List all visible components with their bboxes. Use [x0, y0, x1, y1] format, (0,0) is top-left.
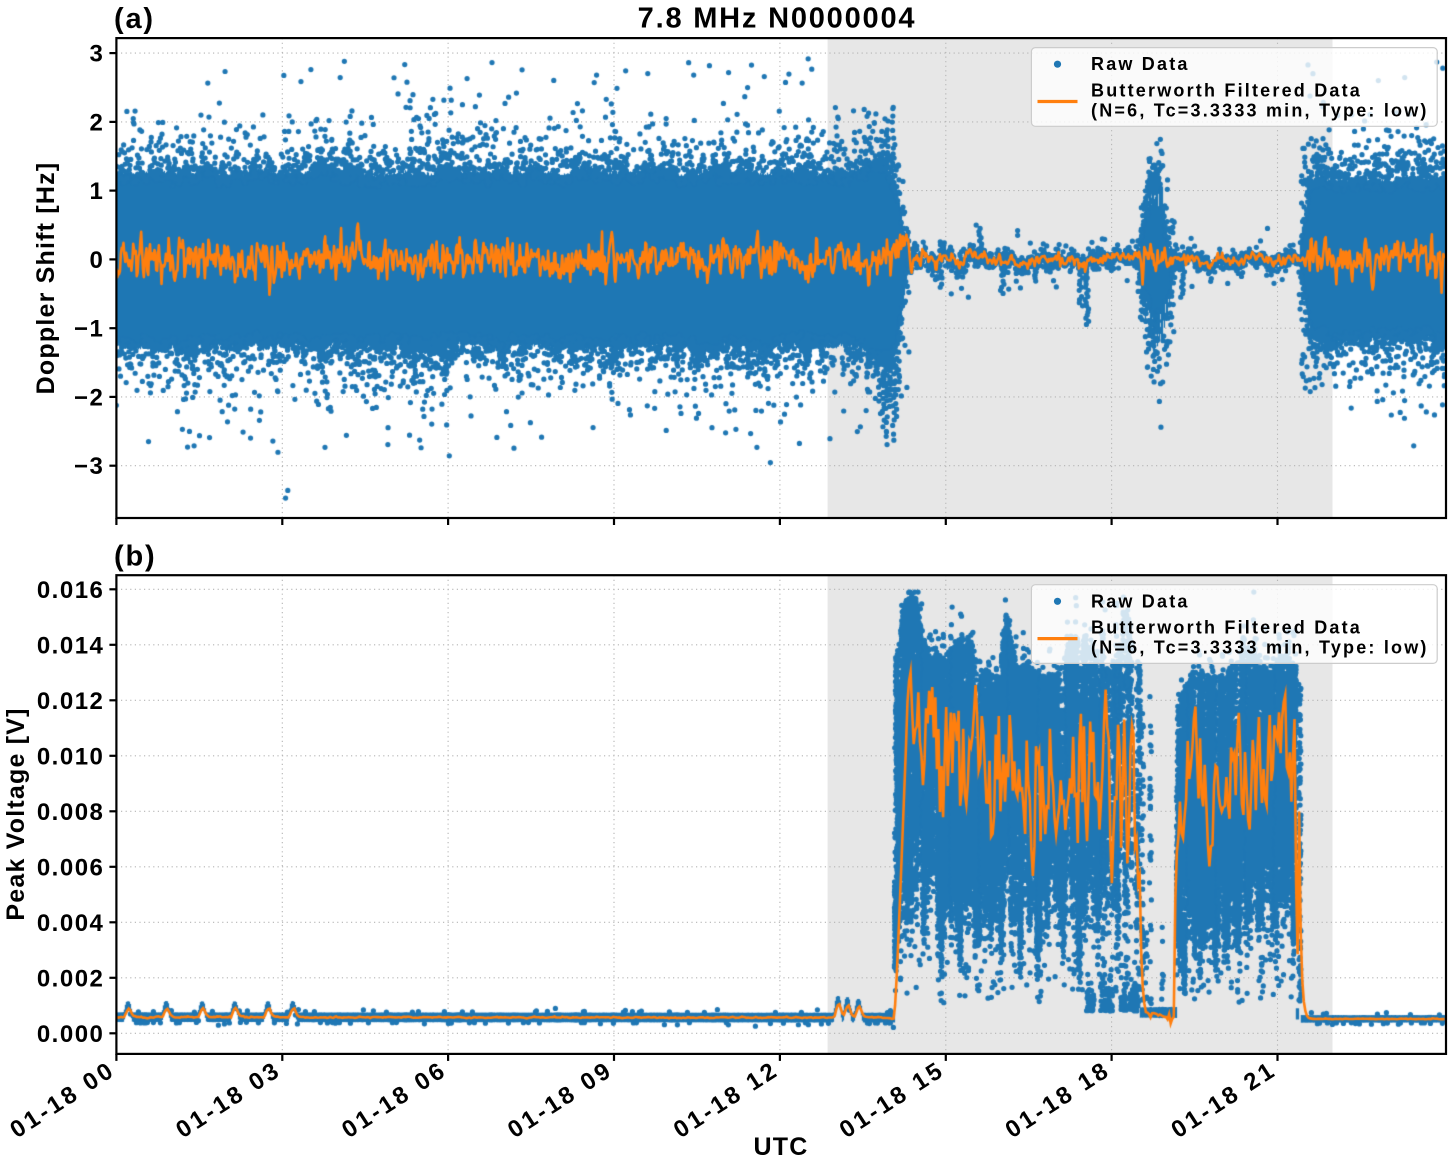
- svg-text:0.012: 0.012: [37, 688, 105, 715]
- svg-text:01-18 03: 01-18 03: [171, 1056, 286, 1144]
- svg-text:3: 3: [90, 41, 105, 68]
- svg-text:01-18 21: 01-18 21: [1166, 1056, 1281, 1144]
- svg-text:Butterworth Filtered Data: Butterworth Filtered Data: [1091, 618, 1362, 638]
- svg-text:0.006: 0.006: [37, 854, 105, 881]
- svg-text:01-18 00: 01-18 00: [5, 1056, 120, 1144]
- svg-text:0.002: 0.002: [37, 965, 105, 992]
- svg-text:(a): (a): [114, 3, 155, 35]
- svg-text:−2: −2: [74, 384, 104, 411]
- svg-text:UTC: UTC: [754, 1133, 809, 1161]
- svg-text:Raw Data: Raw Data: [1091, 54, 1190, 74]
- svg-text:2: 2: [90, 109, 105, 136]
- svg-text:(N=6, Tc=3.3333 min, Type: low: (N=6, Tc=3.3333 min, Type: low): [1091, 101, 1429, 121]
- svg-text:0: 0: [90, 247, 105, 274]
- svg-text:01-18 18: 01-18 18: [1001, 1056, 1116, 1144]
- svg-text:0.004: 0.004: [37, 910, 105, 937]
- svg-text:7.8 MHz N0000004: 7.8 MHz N0000004: [638, 3, 917, 35]
- svg-text:−3: −3: [74, 453, 104, 480]
- svg-text:−1: −1: [74, 316, 104, 343]
- svg-text:01-18 15: 01-18 15: [835, 1056, 950, 1144]
- svg-text:01-18 12: 01-18 12: [669, 1056, 784, 1144]
- svg-text:(N=6, Tc=3.3333 min, Type: low: (N=6, Tc=3.3333 min, Type: low): [1091, 638, 1429, 658]
- svg-text:01-18 09: 01-18 09: [503, 1056, 618, 1144]
- svg-text:0.008: 0.008: [37, 799, 105, 826]
- svg-text:Raw Data: Raw Data: [1091, 591, 1190, 611]
- svg-text:0.000: 0.000: [37, 1021, 105, 1048]
- svg-text:01-18 06: 01-18 06: [337, 1056, 452, 1144]
- svg-text:Peak Voltage [V]: Peak Voltage [V]: [2, 707, 30, 920]
- svg-text:0.014: 0.014: [37, 632, 105, 659]
- svg-text:0.010: 0.010: [37, 743, 105, 770]
- svg-text:0.016: 0.016: [37, 577, 105, 604]
- svg-text:Butterworth Filtered Data: Butterworth Filtered Data: [1091, 81, 1362, 101]
- svg-text:1: 1: [90, 178, 105, 205]
- svg-text:(b): (b): [114, 541, 156, 573]
- svg-text:Doppler Shift [Hz]: Doppler Shift [Hz]: [32, 162, 60, 395]
